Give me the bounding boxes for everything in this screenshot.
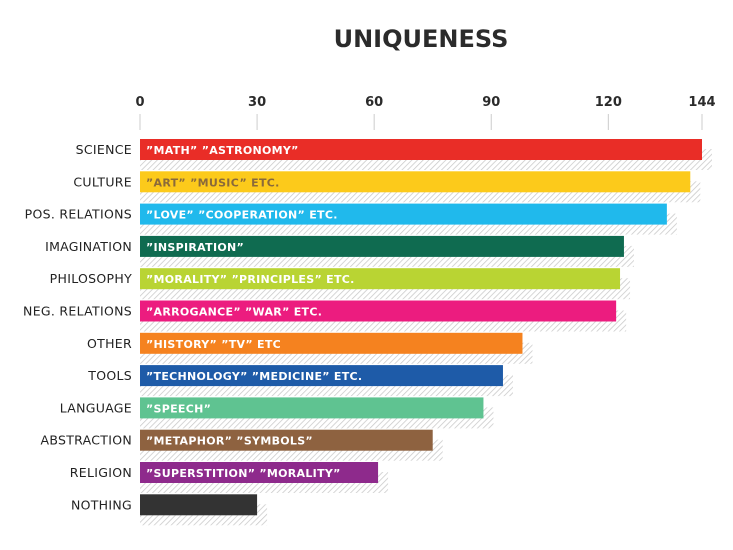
bar-label: ”HISTORY” ”TV” ETC	[146, 338, 281, 351]
bar	[140, 300, 617, 322]
category-label: ABSTRACTION	[40, 433, 132, 448]
category-label: SCIENCE	[76, 142, 132, 157]
bar-label: ”ARROGANCE” ”WAR” ETC.	[146, 306, 322, 319]
bar-row: RELIGION ”SUPERSTITION” ”MORALITY”	[70, 462, 389, 493]
category-label: PHILOSOPHY	[50, 271, 132, 286]
bar-row: ABSTRACTION ”METAPHOR” ”SYMBOLS”	[40, 429, 443, 461]
category-label: CULTURE	[73, 174, 132, 189]
x-tick-label: 30	[248, 95, 266, 110]
bar	[140, 235, 624, 257]
bar-row: IMAGINATION ”INSPIRATION”	[45, 235, 634, 267]
bar	[140, 203, 667, 225]
bar-label: ”TECHNOLOGY” ”MEDICINE” ETC.	[146, 370, 362, 383]
bar	[140, 494, 258, 516]
category-label: NOTHING	[71, 497, 132, 512]
category-label: RELIGION	[70, 465, 132, 480]
bar-row: LANGUAGE ”SPEECH”	[60, 397, 494, 429]
bar-row: CULTURE ”ART” ”MUSIC” ETC.	[73, 171, 701, 203]
bar	[140, 462, 379, 483]
x-tick-label: 60	[365, 95, 383, 110]
category-label: IMAGINATION	[45, 239, 132, 254]
x-tick-label: 144	[688, 95, 715, 110]
bar-label: ”INSPIRATION”	[146, 241, 244, 254]
bar	[140, 268, 621, 290]
category-label: POS. RELATIONS	[25, 207, 132, 222]
bar	[140, 332, 523, 354]
category-label: LANGUAGE	[60, 400, 132, 415]
bar-label: ”MORALITY” ”PRINCIPLES” ETC.	[146, 273, 355, 286]
bar	[140, 429, 433, 451]
bar-row: NEG. RELATIONS ”ARROGANCE” ”WAR” ETC.	[23, 300, 627, 332]
bar	[140, 139, 702, 160]
bar	[140, 171, 691, 193]
bar-label: ”SPEECH”	[146, 402, 211, 415]
bar	[140, 365, 503, 387]
chart-title: UNIQUENESS	[334, 25, 509, 53]
category-label: TOOLS	[87, 368, 132, 383]
bar-row: PHILOSOPHY ”MORALITY” ”PRINCIPLES” ETC.	[50, 268, 631, 300]
bar-row: POS. RELATIONS ”LOVE” ”COOPERATION” ETC.	[25, 203, 677, 235]
x-tick-label: 90	[482, 95, 500, 110]
bar-label: ”ART” ”MUSIC” ETC.	[146, 176, 280, 189]
bar-row: SCIENCE ”MATH” ”ASTRONOMY”	[76, 139, 712, 170]
bar-row: NOTHING	[71, 494, 268, 526]
x-tick-label: 0	[135, 95, 144, 110]
bar-label: ”MATH” ”ASTRONOMY”	[146, 144, 299, 157]
bar-row: TOOLS ”TECHNOLOGY” ”MEDICINE” ETC.	[87, 365, 513, 397]
bar-row: OTHER ”HISTORY” ”TV” ETC	[87, 332, 533, 364]
bar	[140, 397, 484, 419]
bar-label: ”LOVE” ”COOPERATION” ETC.	[146, 209, 338, 222]
x-tick-label: 120	[595, 95, 622, 110]
category-label: OTHER	[87, 336, 132, 351]
bar-label: ”SUPERSTITION” ”MORALITY”	[146, 467, 341, 480]
bar-label: ”METAPHOR” ”SYMBOLS”	[146, 435, 313, 448]
category-label: NEG. RELATIONS	[23, 304, 132, 319]
